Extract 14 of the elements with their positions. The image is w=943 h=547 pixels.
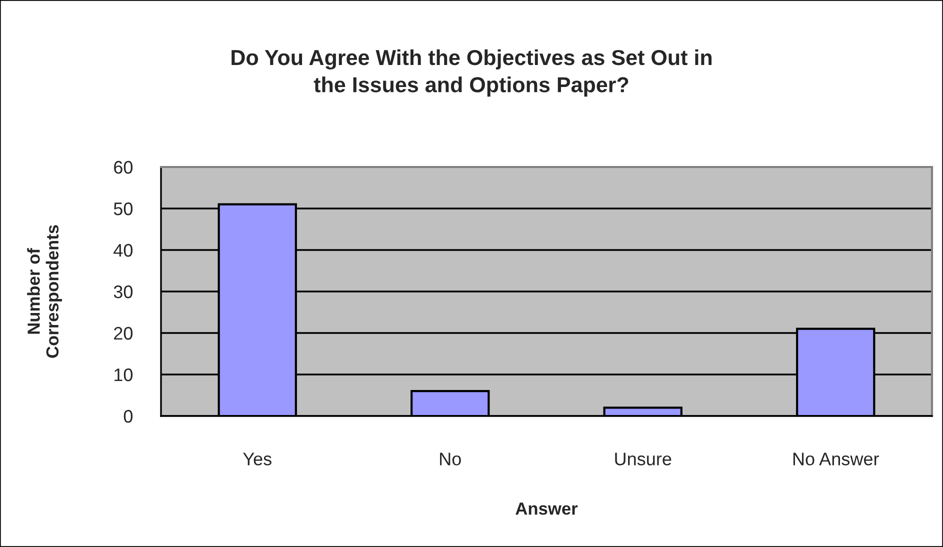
x-tick-label: Unsure xyxy=(615,452,672,466)
y-tick-label: 60 xyxy=(114,160,133,174)
x-tick-label: Yes xyxy=(243,452,272,466)
y-axis-title: Number of Correspondents xyxy=(27,225,62,358)
y-tick-label: 10 xyxy=(114,368,133,382)
y-tick-label: 50 xyxy=(114,202,133,216)
y-tick-label: 20 xyxy=(114,326,133,340)
x-tick-label: No xyxy=(440,452,461,466)
y-tick-label: 0 xyxy=(124,410,133,423)
x-tick-label: No Answer xyxy=(793,452,879,466)
x-axis-title: Answer xyxy=(516,502,578,515)
y-tick-label: 30 xyxy=(114,285,133,298)
chart-title: Do You Agree With the Objectives as Set Out in the Issues and Options Paper? xyxy=(232,49,712,97)
y-tick-label: 40 xyxy=(114,244,133,257)
